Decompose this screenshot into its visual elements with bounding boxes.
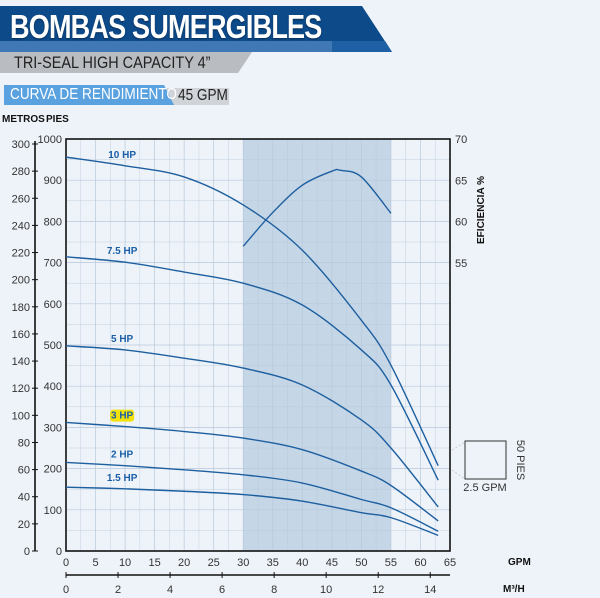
efficiency-tick-label: 70 [455, 134, 467, 146]
metros-tick-label: 20 [18, 519, 30, 531]
pies-tick-label: 800 [44, 216, 62, 228]
m3h-tick-label: 2 [115, 584, 121, 596]
gpm-tick-label: 35 [267, 557, 279, 569]
header-strip-dark [332, 41, 392, 52]
pies-tick-label: 1000 [38, 134, 62, 146]
section-label-bg [4, 85, 174, 105]
metros-tick-label: 180 [12, 302, 30, 314]
scale-box [464, 440, 507, 480]
metros-tick-label: 0 [24, 546, 30, 558]
page-title: BOMBAS SUMERGIBLES [10, 8, 322, 45]
curve-label-1-5-hp: 1.5 HP [107, 473, 138, 484]
curve-label-7-5-hp: 7.5 HP [107, 246, 138, 257]
pies-tick-label: 500 [44, 340, 62, 352]
m3h-tick-label: 4 [167, 584, 173, 596]
curve-5-hp [65, 345, 439, 508]
gpm-tick-label: 65 [444, 557, 456, 569]
curve-7-5-hp [65, 256, 439, 481]
gpm-tick-label: 60 [414, 557, 426, 569]
gpm-tick-label: 50 [355, 557, 367, 569]
flow-badge: 45 GPM [178, 87, 228, 104]
metros-tick-label: 220 [12, 248, 30, 260]
metros-tick-label: 160 [12, 329, 30, 341]
metros-tick-label: 100 [12, 410, 30, 422]
gpm-tick-label: 45 [326, 557, 338, 569]
pies-tick-label: 300 [44, 422, 62, 434]
gpm-tick-label: 20 [178, 557, 190, 569]
gpm-tick-label: 40 [296, 557, 308, 569]
scale-box-width-label: 2.5 GPM [463, 482, 506, 494]
curve-2-hp [65, 461, 439, 532]
efficiency-axis-label: EFICIENCIA % [476, 176, 487, 244]
pies-tick-label: 700 [44, 258, 62, 270]
m3h-tick-label: 14 [424, 584, 436, 596]
x2-axis-label: M³/H [503, 584, 525, 595]
curve-label-2-hp: 2 HP [111, 450, 134, 461]
gpm-tick-label: 10 [119, 557, 131, 569]
header-strip [0, 41, 392, 52]
curve-label-10-hp: 10 HP [108, 150, 136, 161]
x-axis-label: GPM [508, 557, 531, 568]
gpm-tick-label: 0 [63, 557, 69, 569]
pies-tick-label: 100 [44, 505, 62, 517]
metros-axis-label: METROS [2, 114, 45, 125]
scale-leader [451, 469, 466, 480]
subtitle: TRI-SEAL HIGH CAPACITY 4” [14, 53, 211, 72]
metros-tick-label: 260 [12, 193, 30, 205]
plot-border [65, 138, 451, 552]
efficiency-tick-label: 60 [455, 217, 467, 229]
section-label: CURVA DE RENDIMIENTO [10, 86, 178, 103]
metros-tick-label: 140 [12, 356, 30, 368]
m3h-tick-label: 8 [271, 584, 277, 596]
scale-box-height-label: 50 PIES [514, 440, 526, 480]
m3h-tick-label: 10 [320, 584, 332, 596]
gpm-tick-label: 5 [92, 557, 98, 569]
curve-1-5-hp [65, 486, 439, 536]
metros-tick-label: 40 [18, 492, 30, 504]
m3h-tick-label: 0 [63, 584, 69, 596]
metros-tick-label: 200 [12, 275, 30, 287]
metros-tick-label: 80 [18, 437, 30, 449]
pies-tick-label: 600 [44, 299, 62, 311]
highlight-badge [110, 409, 135, 422]
gpm-tick-label: 30 [237, 557, 249, 569]
flow-badge-bg [160, 88, 229, 105]
pies-tick-label: 0 [56, 546, 62, 558]
metros-tick-label: 240 [12, 220, 30, 232]
pies-tick-label: 400 [44, 381, 62, 393]
efficiency-tick-label: 65 [455, 175, 467, 187]
gpm-tick-label: 25 [208, 557, 220, 569]
curve-10-hp [65, 156, 439, 467]
efficiency-curve [242, 168, 392, 247]
m3h-tick-label: 6 [219, 584, 225, 596]
efficiency-tick-label: 55 [455, 258, 467, 270]
curve-label-5-hp: 5 HP [111, 334, 134, 345]
metros-tick-label: 120 [12, 383, 30, 395]
subtitle-band [0, 52, 252, 73]
pies-axis-label: PIES [46, 114, 69, 125]
pies-tick-label: 200 [44, 464, 62, 476]
curve-label-3-hp: 3 HP [111, 411, 134, 422]
pies-tick-label: 900 [44, 175, 62, 187]
metros-tick-label: 280 [12, 166, 30, 178]
gpm-tick-label: 15 [148, 557, 160, 569]
metros-tick-label: 300 [12, 139, 30, 151]
gpm-tick-label: 55 [385, 557, 397, 569]
curve-3-hp [65, 421, 439, 522]
m3h-tick-label: 12 [372, 584, 384, 596]
metros-tick-label: 60 [18, 465, 30, 477]
scale-leader [451, 441, 466, 451]
